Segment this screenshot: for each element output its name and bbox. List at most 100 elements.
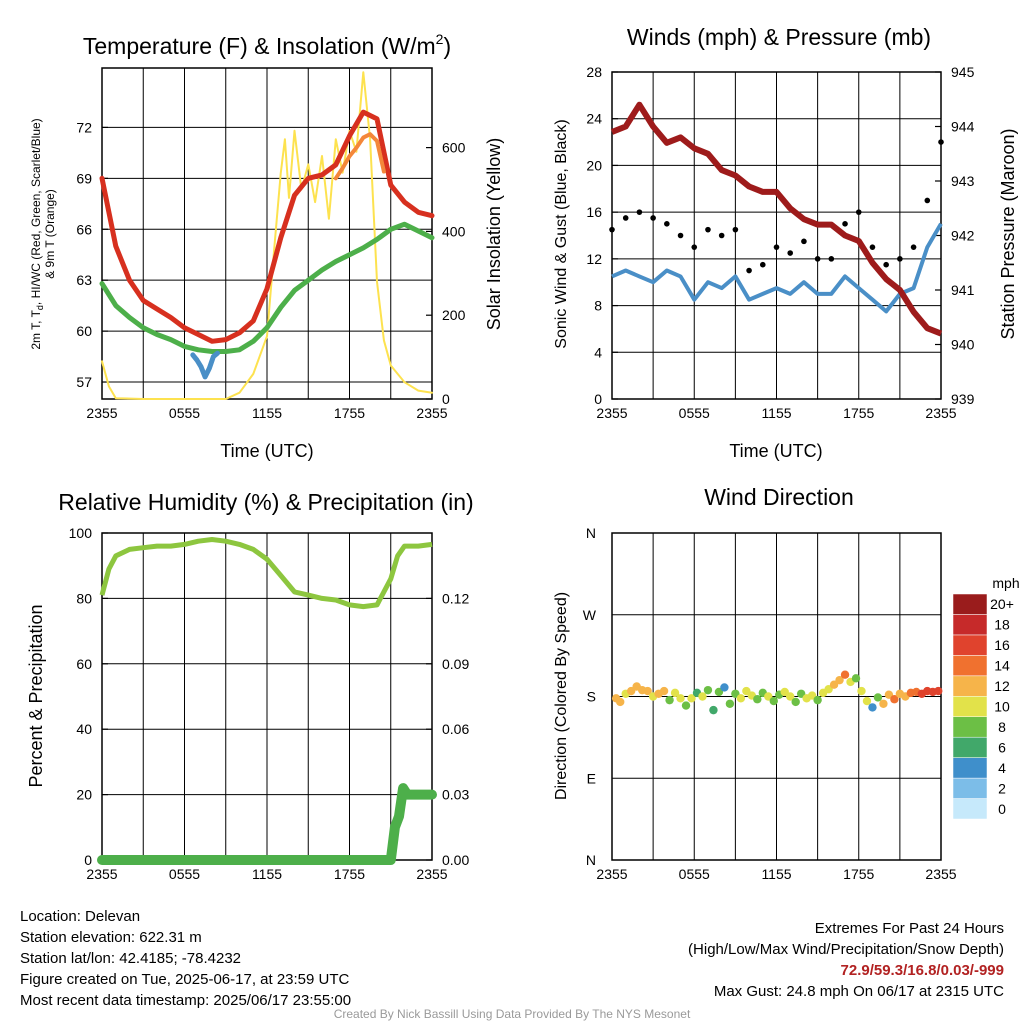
temp-x-tick-label: 1155 (252, 405, 282, 421)
wind-x-tick-label: 1755 (843, 405, 874, 421)
temp-right-tick-label: 400 (442, 223, 466, 239)
wind-gust-point (636, 209, 643, 215)
wdir-point (769, 696, 778, 706)
wind-left-tick-label: 20 (586, 157, 602, 173)
wind-gust-point (828, 256, 835, 262)
wind-gust-point (677, 232, 684, 239)
rh-right-tick-label: 0.09 (442, 656, 469, 672)
wind-x-tick-label: 1155 (761, 405, 791, 421)
wdir-y-tick-label: E (587, 770, 596, 786)
wind-left-tick-label: 8 (594, 298, 602, 314)
temp-y-right-label: Solar Insolation (Yellow) (484, 138, 504, 330)
credit-text: Created By Nick Bassill Using Data Provi… (333, 1007, 691, 1021)
svg-text:& 9m T (Orange): & 9m T (Orange) (43, 189, 57, 279)
legend-swatch (952, 655, 988, 677)
wind-gust-point (814, 256, 821, 262)
temp-left-tick-label: 72 (76, 119, 92, 135)
temp-left-tick-label: 57 (76, 374, 92, 390)
wind-right-tick-label: 944 (951, 119, 975, 135)
wind-gust-point (609, 226, 615, 233)
temp-left-tick-label: 66 (76, 221, 92, 237)
wind-gust-point (938, 139, 944, 145)
humidity-plot: 2355 0555 1155 1755 23550204060801000.000.03… (69, 525, 470, 882)
legend-swatch (952, 777, 988, 799)
rh-series-relative-humidity (99, 537, 433, 610)
legend-label: 2 (998, 780, 1006, 796)
temp-right-tick-label: 200 (442, 307, 466, 323)
temp-x-tick-label: 2355 (86, 405, 117, 421)
temp-right-tick-label: 600 (442, 140, 466, 156)
rh-x-tick-label: 2355 (86, 866, 117, 882)
extremes-heading: Extremes For Past 24 Hours (814, 920, 1004, 937)
wdir-point (934, 686, 943, 696)
elevation-text: Station elevation: 622.31 m (20, 929, 202, 946)
speed-color-legend: mph 0 2 4 6 8 10 12 14 16 18 20+ (952, 575, 1020, 820)
wdir-x-tick-label: 1155 (761, 866, 791, 882)
wdir-point (720, 683, 729, 692)
wdir-frame (611, 532, 942, 861)
legend-title: mph (992, 575, 1019, 591)
wind-gust-point (869, 244, 876, 250)
rh-left-tick-label: 60 (76, 656, 92, 672)
wdir-point (616, 697, 625, 707)
rh-x-tick-label: 0555 (169, 866, 200, 882)
meteogram-figure: Temperature (F) & Insolation (W/m2) Wind… (26, 24, 1020, 882)
wind-y-right-label: Station Pressure (Maroon) (998, 128, 1018, 339)
rh-x-tick-label: 1155 (252, 866, 282, 882)
legend-swatch (952, 757, 988, 779)
rh-series-precipitation (97, 783, 437, 865)
temp-x-label: Time (UTC) (220, 441, 313, 461)
wind-left-tick-label: 24 (586, 111, 602, 127)
wind-right-tick-label: 945 (951, 64, 975, 80)
wdir-y-left-label: Direction (Colored By Speed) (553, 592, 570, 800)
temperature-plot: 2355 0555 1155 1755 2355 57 60 63 66 69 72 0 200 400 6… (76, 67, 466, 421)
extremes-info: Extremes For Past 24 Hours (High/Low/Max… (688, 918, 1004, 1002)
wind-left-tick-label: 0 (594, 391, 602, 407)
legend-swatch (952, 593, 988, 615)
wdir-point (703, 685, 713, 695)
temp-left-tick-label: 69 (76, 170, 92, 186)
wdir-point (862, 696, 872, 706)
wind-gust-point (924, 197, 931, 204)
temp-series-hi-wc (190, 350, 220, 380)
wind-gust-point (842, 221, 848, 227)
wind-gust-point (897, 256, 903, 262)
wind-left-tick-label: 16 (586, 204, 602, 220)
rh-right-tick-label: 0.06 (442, 721, 469, 737)
rh-panel-title: Relative Humidity (%) & Precipitation (i… (58, 489, 473, 515)
wdir-point (643, 686, 652, 696)
temp-x-tick-label: 1755 (334, 405, 365, 421)
legend-label: 16 (994, 637, 1010, 653)
legend-label: 6 (998, 739, 1006, 755)
legend-label: 8 (998, 719, 1006, 735)
winds-plot: 2355 0555 1155 1755 235504812162024289399409… (586, 64, 974, 421)
legend-swatch (952, 798, 988, 820)
wind-right-tick-label: 939 (951, 391, 975, 407)
wind-gust-point (664, 221, 670, 227)
wdir-y-tick-label: W (583, 607, 597, 623)
legend-swatch (952, 675, 988, 697)
wdir-point (851, 674, 861, 683)
recent-text: Most recent data timestamp: 2025/06/17 2… (20, 992, 352, 1009)
wind-right-tick-label: 942 (951, 228, 975, 244)
wdir-point (725, 699, 735, 708)
station-info: Location: Delevan Station elevation: 622… (20, 906, 351, 1011)
created-text: Figure created on Tue, 2025-06-17, at 23… (20, 971, 350, 988)
temp-panel-title: Temperature (F) & Insolation (W/m2) (83, 31, 451, 59)
wdir-point (786, 692, 795, 701)
rh-left-tick-label: 40 (76, 721, 92, 737)
wdir-point (687, 694, 696, 703)
wind-x-label: Time (UTC) (729, 441, 822, 461)
rh-left-tick-label: 80 (76, 590, 92, 606)
legend-swatch (952, 716, 988, 738)
temp-series-td (99, 221, 435, 354)
wdir-y-tick-label: S (587, 689, 596, 705)
legend-label: 0 (998, 801, 1006, 817)
legend-label: 14 (994, 658, 1010, 674)
wdir-x-tick-label: 1755 (843, 866, 874, 882)
legend-label: 20+ (990, 596, 1014, 612)
wdir-point (835, 675, 844, 685)
wind-series-sonic-wind (611, 222, 943, 314)
legend-label: 4 (998, 760, 1006, 776)
wdir-panel-title: Wind Direction (704, 484, 854, 510)
